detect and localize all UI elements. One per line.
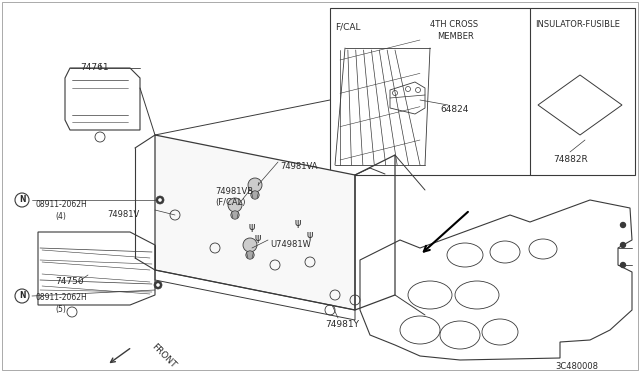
Text: F/CAL: F/CAL xyxy=(335,22,360,31)
Text: 74981VB: 74981VB xyxy=(215,187,253,196)
Text: MEMBER: MEMBER xyxy=(437,32,474,41)
Text: ψ: ψ xyxy=(307,230,313,240)
Text: 08911-2062H: 08911-2062H xyxy=(35,200,87,209)
Text: ψ: ψ xyxy=(295,218,301,228)
Text: (5): (5) xyxy=(55,305,66,314)
Text: 74882R: 74882R xyxy=(553,155,588,164)
Circle shape xyxy=(154,281,162,289)
Text: 74750: 74750 xyxy=(55,277,84,286)
Bar xyxy=(330,8,635,175)
Text: 74981VA: 74981VA xyxy=(280,162,317,171)
Text: (F/CAL): (F/CAL) xyxy=(215,198,246,207)
Text: (4): (4) xyxy=(55,212,66,221)
Circle shape xyxy=(231,211,239,219)
Text: INSULATOR-FUSIBLE: INSULATOR-FUSIBLE xyxy=(535,20,620,29)
Circle shape xyxy=(158,198,162,202)
Text: 4TH CROSS: 4TH CROSS xyxy=(430,20,478,29)
Text: ψ: ψ xyxy=(249,222,255,232)
Text: 64824: 64824 xyxy=(440,105,468,114)
Circle shape xyxy=(228,198,242,212)
Text: 3C480008: 3C480008 xyxy=(555,362,598,371)
Text: 74981Y: 74981Y xyxy=(325,320,359,329)
Text: N: N xyxy=(19,196,25,205)
Circle shape xyxy=(156,283,160,287)
Circle shape xyxy=(243,238,257,252)
Circle shape xyxy=(621,243,625,247)
Text: ψ: ψ xyxy=(255,233,261,243)
Text: 74981V: 74981V xyxy=(107,210,140,219)
Text: 08911-2062H: 08911-2062H xyxy=(35,293,87,302)
Circle shape xyxy=(621,263,625,267)
Circle shape xyxy=(248,178,262,192)
Polygon shape xyxy=(155,135,355,310)
Circle shape xyxy=(251,191,259,199)
Text: FRONT: FRONT xyxy=(150,342,178,370)
Text: N: N xyxy=(19,292,25,301)
Circle shape xyxy=(156,196,164,204)
Circle shape xyxy=(621,222,625,228)
Text: 74761: 74761 xyxy=(80,63,109,72)
Circle shape xyxy=(246,251,254,259)
Text: U74981W: U74981W xyxy=(270,240,311,249)
